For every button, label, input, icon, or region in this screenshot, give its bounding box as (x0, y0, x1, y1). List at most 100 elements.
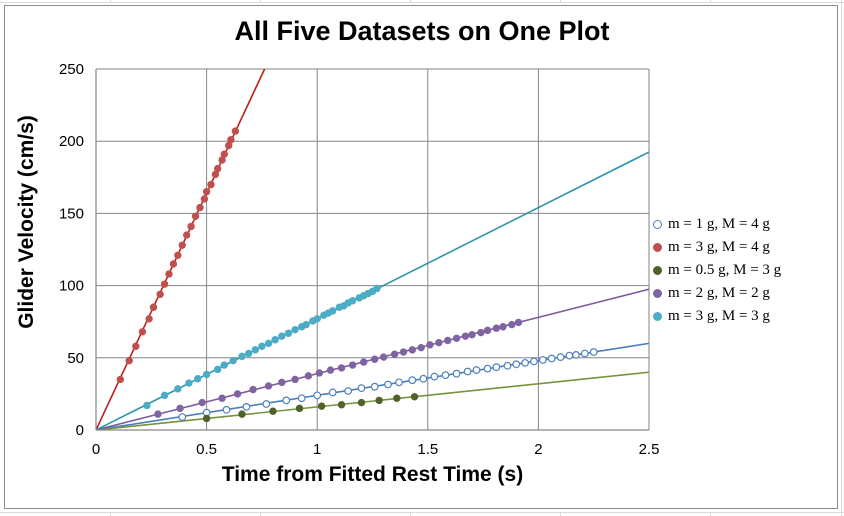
data-point (390, 350, 399, 358)
data-point (348, 297, 357, 305)
data-point (492, 324, 501, 332)
data-point (213, 365, 222, 374)
legend-item: m = 2 g, M = 2 g (653, 282, 833, 305)
data-point (461, 332, 470, 340)
data-point (278, 332, 286, 340)
data-point (116, 375, 125, 384)
data-point (337, 364, 346, 372)
data-point (262, 400, 271, 408)
data-point (264, 382, 273, 390)
legend-marker-icon (653, 312, 662, 321)
data-point (315, 369, 324, 377)
data-point (178, 241, 186, 249)
data-point (410, 393, 419, 401)
data-point (202, 370, 211, 379)
data-point (452, 334, 461, 343)
data-point (194, 375, 202, 383)
data-point (258, 342, 266, 350)
data-point (200, 195, 209, 203)
legend-label: m = 0.5 g, M = 3 g (668, 262, 782, 278)
data-point (154, 410, 162, 418)
data-point (191, 212, 200, 220)
data-point (472, 366, 481, 374)
data-point (379, 353, 388, 361)
data-point (196, 203, 204, 212)
legend-item: m = 1 g, M = 4 g (653, 213, 833, 236)
data-point (328, 388, 337, 397)
data-point (174, 251, 182, 259)
data-point (278, 378, 286, 387)
chart-title: All Five Datasets on One Plot (234, 16, 610, 46)
data-point (291, 375, 299, 384)
data-point (444, 336, 452, 345)
data-point (514, 318, 523, 327)
data-point (530, 357, 538, 366)
data-point (313, 391, 322, 400)
data-point (149, 303, 158, 311)
data-point (521, 358, 530, 367)
y-axis-label: Glider Velocity (cm/s) (15, 115, 38, 329)
data-point (169, 260, 178, 268)
data-point (198, 398, 206, 407)
data-point (408, 346, 417, 354)
legend-item: m = 0.5 g, M = 3 g (653, 259, 833, 282)
data-point (499, 323, 507, 331)
data-point (556, 353, 565, 361)
data-point (508, 320, 516, 329)
data-point (185, 379, 193, 387)
data-point (145, 315, 153, 323)
legend-label: m = 1 g, M = 4 g (668, 216, 770, 232)
data-point (426, 341, 434, 349)
legend-label: m = 3 g, M = 4 g (668, 239, 770, 255)
data-point (468, 330, 476, 339)
y-tick-label: 0 (76, 422, 84, 439)
data-point (572, 351, 580, 359)
data-point (165, 270, 173, 278)
legend-marker-icon (653, 220, 662, 229)
data-point (222, 405, 231, 414)
data-point (477, 328, 485, 337)
x-tick-label: 0 (92, 441, 100, 458)
data-point (125, 356, 133, 365)
data-point (282, 396, 291, 405)
x-tick-label: 0.5 (196, 441, 217, 458)
data-point (408, 376, 417, 385)
data-point (547, 354, 556, 363)
legend-marker-icon (653, 243, 662, 252)
data-point (132, 342, 140, 350)
data-point (220, 361, 228, 369)
data-point (399, 348, 408, 356)
y-tick-label: 150 (59, 205, 84, 222)
y-tick-label: 50 (67, 350, 84, 367)
data-point (580, 349, 589, 358)
data-point (244, 349, 253, 358)
data-point (227, 136, 235, 144)
data-point (512, 360, 521, 369)
data-point (337, 401, 346, 409)
data-point (589, 348, 598, 356)
data-point (370, 382, 379, 391)
data-point (565, 351, 574, 360)
data-point (202, 188, 211, 196)
data-point (178, 413, 187, 421)
legend-label: m = 3 g, M = 3 g (668, 308, 770, 324)
data-point (231, 127, 240, 135)
legend: m = 1 g, M = 4 g m = 3 g, M = 4 g m = 0.5 … (653, 213, 833, 328)
fit-line (96, 69, 266, 430)
data-point (441, 371, 450, 380)
data-point (317, 402, 326, 410)
data-point (187, 222, 195, 231)
y-tick-label: 200 (59, 133, 84, 150)
data-point (417, 343, 425, 352)
data-point (375, 396, 383, 405)
data-point (229, 356, 237, 365)
data-point (207, 180, 215, 189)
data-point (182, 231, 191, 239)
data-point (174, 385, 182, 393)
data-point (483, 364, 492, 373)
x-tick-label: 1.5 (417, 441, 438, 458)
data-point (357, 398, 366, 407)
data-point (264, 339, 273, 348)
data-point (373, 284, 381, 293)
